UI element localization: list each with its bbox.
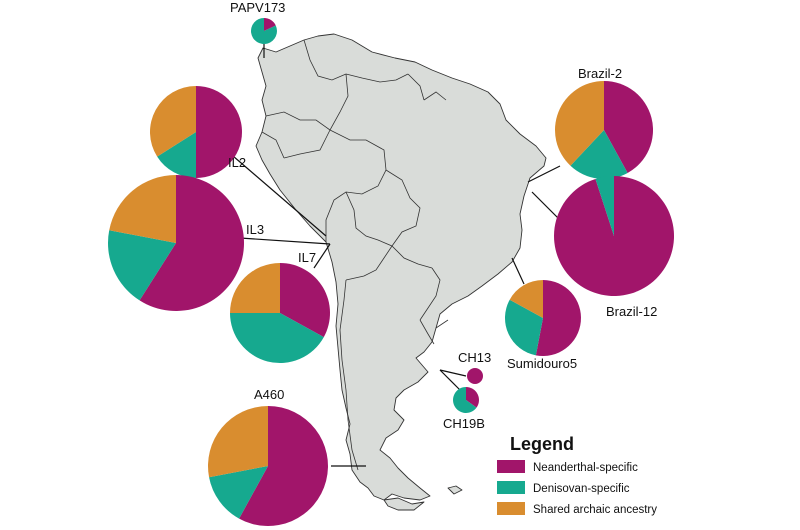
pie-il7: [230, 263, 331, 364]
legend-label-shared: Shared archaic ancestry: [533, 504, 657, 516]
label-ch19b: CH19B: [443, 416, 485, 431]
wedge-sumidouro5-denisovan: [504, 299, 543, 356]
pie-il2: [149, 85, 242, 178]
label-sumidouro5: Sumidouro5: [507, 356, 577, 371]
wedge-ch19b-denisovan: [453, 387, 477, 413]
legend-label-denisovan: Denisovan-specific: [533, 483, 630, 495]
label-brazil-12: Brazil-12: [606, 304, 657, 319]
wedge-brazil-2-denisovan: [570, 130, 628, 180]
wedge-il2-shared: [149, 85, 196, 157]
pie-a460: [207, 406, 328, 526]
south-america-map: [255, 33, 547, 511]
legend-title: Legend: [510, 434, 574, 454]
wedge-a460-denisovan: [209, 466, 268, 519]
wedge-papv173-neanderthal: [264, 18, 276, 31]
legend-label-neanderthal: Neanderthal-specific: [533, 462, 638, 474]
tierra-del-fuego: [383, 497, 425, 511]
wedge-il3-shared: [109, 175, 176, 243]
legend-swatch-shared: [497, 502, 525, 515]
site-labels: PAPV173 IL2 IL3 IL7 A460 Brazil-2 Brazil…: [228, 0, 657, 431]
wedge-a460-shared: [207, 406, 268, 478]
wedge-ch19b-neanderthal: [466, 387, 480, 408]
wedge-sumidouro5-shared: [509, 279, 543, 318]
wedge-brazil-12-denisovan: [595, 176, 614, 236]
label-papv173: PAPV173: [230, 0, 285, 15]
wedge-il7-shared: [230, 263, 280, 313]
label-il3: IL3: [246, 222, 264, 237]
wedge-il2-denisovan: [157, 132, 196, 178]
pie-brazil-12: [554, 176, 675, 296]
legend-swatch-denisovan: [497, 481, 525, 494]
label-ch13: CH13: [458, 350, 491, 365]
pie-ch19b: [453, 387, 480, 413]
wedge-il7-neanderthal: [280, 263, 331, 338]
wedge-a460-neanderthal: [239, 406, 328, 526]
label-il2: IL2: [228, 155, 246, 170]
pie-sumidouro5: [504, 279, 581, 356]
wedge-sumidouro5-neanderthal: [535, 280, 581, 356]
wedge-il2-neanderthal: [196, 86, 242, 178]
wedge-il3-neanderthal: [139, 175, 245, 312]
pie-il3: [107, 175, 245, 312]
continent-shape: [255, 33, 547, 501]
wedge-il3-denisovan: [107, 230, 176, 301]
pie-ch13: [467, 368, 483, 384]
label-brazil-2: Brazil-2: [578, 66, 622, 81]
wedge-ch13-neanderthal: [467, 368, 483, 384]
leader-lines: [225, 44, 561, 467]
pie-brazil-2: [555, 81, 654, 180]
wedge-brazil-12-neanderthal: [554, 176, 675, 296]
pie-papv173: [250, 17, 277, 45]
wedge-brazil-2-neanderthal: [604, 81, 654, 173]
label-a460: A460: [254, 387, 284, 402]
legend-swatch-neanderthal: [497, 460, 525, 473]
legend: Legend Neanderthal-specific Denisovan-sp…: [497, 434, 657, 516]
wedge-il7-denisovan: [230, 313, 324, 364]
falkland-islands: [447, 485, 463, 495]
label-il7: IL7: [298, 250, 316, 265]
wedge-papv173-denisovan: [250, 17, 277, 45]
wedge-brazil-2-shared: [555, 81, 604, 166]
